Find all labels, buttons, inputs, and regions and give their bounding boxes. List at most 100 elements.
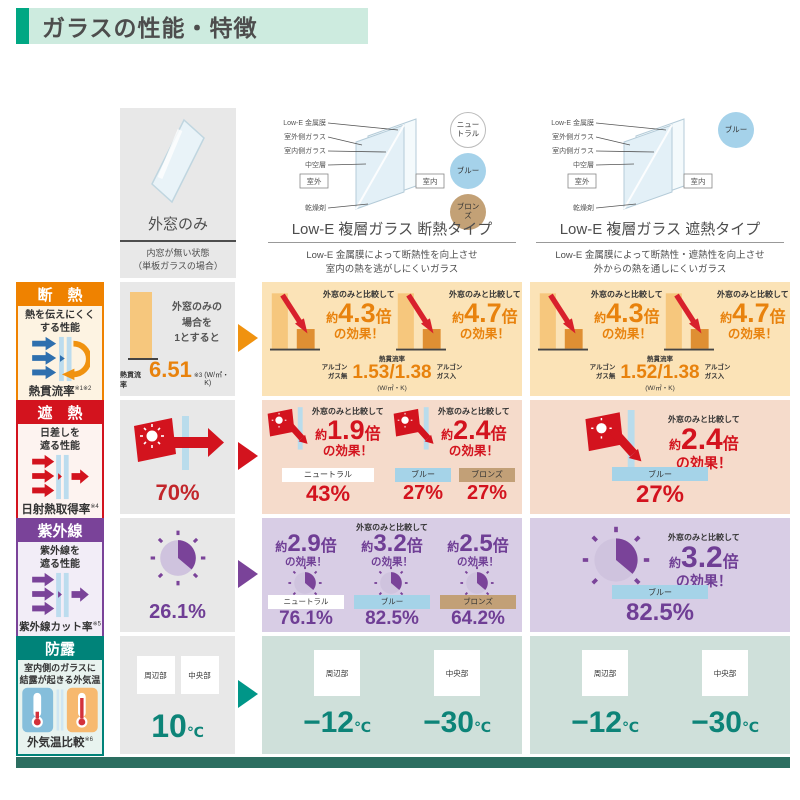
swatch-bronze: ブロンズ bbox=[440, 594, 516, 609]
effect-label: の効果！ bbox=[727, 327, 778, 341]
effect-group: 約2.9倍 の効果！ ニュートラル 76.1% bbox=[264, 520, 348, 630]
temp-group-edge: 周辺部 −12℃ bbox=[287, 650, 387, 738]
times-value: 約4.3倍 bbox=[594, 298, 660, 328]
effect-label: の効果！ bbox=[459, 327, 510, 341]
sun-passthrough-icon bbox=[130, 414, 226, 474]
effect-group: 外窓のみと比較して 約2.4倍 の効果！ bbox=[668, 414, 740, 472]
row-label-insulation: 断 熱 熱を伝えにくく する性能 熱貫流率※1※2 bbox=[16, 282, 104, 405]
metric-label: 熱貫流率 bbox=[647, 356, 673, 363]
u-value: 1.53/1.38 bbox=[352, 362, 432, 383]
cell-shading-lowe-shading: 外窓のみと比較して 約2.4倍 の効果！ ブルー 27% bbox=[530, 400, 790, 514]
effect-group: 外窓のみと比較して 約2.4倍 の効果！ ブルー 27% ブロンズ 27% bbox=[392, 406, 518, 504]
sun-block-icon bbox=[266, 406, 310, 454]
effect-label: の効果！ bbox=[322, 444, 373, 458]
times-value: 約2.4倍 bbox=[669, 423, 739, 456]
result-readout: ブルー 82.5% bbox=[530, 582, 790, 626]
column-title: Low-E 複層ガラス 遮熱タイプ bbox=[559, 221, 761, 238]
flow-arrow-shading bbox=[238, 442, 258, 470]
center-box: 中央部 bbox=[434, 650, 480, 696]
uv-cut-value: 64.2% bbox=[451, 608, 505, 630]
edge-box: 周辺部 bbox=[136, 656, 175, 694]
column-desc: Low-E 金属膜によって断熱性を向上させ 室内の熱を逃がしにくいガラス bbox=[268, 242, 516, 278]
cell-uv-outer-only: 26.1% bbox=[120, 518, 235, 632]
effect-label: の効果！ bbox=[333, 327, 384, 341]
compare-note: 外窓のみと比較して bbox=[323, 290, 395, 299]
column-header-lowe-insulation: ニュートラル ブルー ブロンズ Low-E 複層ガラス 断熱タイプ Low-E … bbox=[262, 108, 522, 278]
title-accent-bar bbox=[16, 8, 29, 44]
swatch-blue: ブルー bbox=[450, 153, 486, 189]
temperature-value: −30℃ bbox=[691, 706, 759, 739]
row-title: 防露 bbox=[16, 636, 104, 660]
temp-group-center: 中央部 −30℃ bbox=[675, 650, 775, 738]
baseline-note: 外窓のみの 場合を 1とすると bbox=[172, 302, 222, 344]
swatch-bronze: ブロンズ bbox=[450, 194, 486, 230]
effect-group: 外窓のみと比較して 約3.2倍 の効果！ ブルー 82.5% bbox=[350, 520, 434, 630]
swatch-blue: ブルー bbox=[612, 585, 708, 600]
u-value: 6.51 bbox=[149, 357, 192, 382]
cell-condensation-lowe-insulation: 周辺部 −12℃ 中央部 −30℃ bbox=[262, 636, 522, 754]
uv-cut-value: 82.5% bbox=[625, 598, 695, 626]
effect-label: の効果！ bbox=[457, 556, 499, 568]
column-desc: Low-E 金属膜によって断熱性・遮熱性を向上させ 外からの熱を通しにくいガラス bbox=[536, 242, 784, 278]
page-title: ガラスの性能・特徴 bbox=[42, 15, 258, 41]
effect-group: 外窓のみと比較して 約3.2倍 の効果！ bbox=[668, 532, 740, 590]
column-title: Low-E 複層ガラス 断熱タイプ bbox=[291, 221, 493, 238]
times-value: 約2.9倍 bbox=[275, 530, 337, 557]
effect-label: の効果！ bbox=[601, 327, 652, 341]
center-box: 中央部 bbox=[180, 656, 219, 694]
edge-box: 周辺部 bbox=[314, 650, 360, 696]
swatch-blue: ブルー bbox=[354, 594, 430, 609]
column-header-outer-window: 外窓のみ bbox=[120, 108, 236, 240]
swatch-neutral: ニュートラル bbox=[268, 594, 344, 609]
effect-group: 外窓のみと比較して 約4.3倍 の効果！ bbox=[538, 289, 663, 353]
result-readout: ブルー 27% bbox=[530, 464, 790, 508]
row-metric: 紫外線カット率※5 bbox=[19, 621, 101, 633]
effect-group: 約2.5倍 の効果！ ブロンズ 64.2% bbox=[436, 520, 520, 630]
cell-insulation-lowe-insulation: 外窓のみと比較して 約4.3倍 の効果！ 外窓のみと比較して 約4.7倍 の効果… bbox=[262, 282, 522, 396]
flow-arrow-insulation bbox=[238, 324, 258, 352]
sun-block-icon bbox=[392, 406, 436, 454]
effect-group: 外窓のみと比較して 約1.9倍 の効果！ ニュートラル 43% bbox=[266, 406, 390, 506]
solar-gain-value: 27% bbox=[402, 482, 444, 504]
compare-note: 外窓のみと比較して bbox=[449, 290, 521, 299]
cell-condensation-outer-only: 周辺部 中央部 10℃ bbox=[120, 636, 235, 754]
effect-group: 外窓のみと比較して 約4.7倍 の効果！ bbox=[396, 289, 521, 353]
effect-label: の効果！ bbox=[285, 556, 327, 568]
color-swatches: ブルー bbox=[718, 112, 754, 148]
bar-compare-icon bbox=[396, 289, 446, 353]
swatch-neutral: ニュートラル bbox=[450, 112, 486, 148]
row-subtitle: 日差しを 遮る性能 bbox=[40, 428, 80, 452]
compare-note: 外窓のみと比較して bbox=[356, 523, 428, 532]
sun-blocking-icon bbox=[30, 453, 90, 501]
column-desc-outer-window: 内窓が無い状態 （単板ガラスの場合） bbox=[120, 240, 236, 278]
single-bar-icon bbox=[128, 292, 158, 360]
effect-label: の効果！ bbox=[448, 444, 499, 458]
row-label-uv: 紫外線 紫外線を 遮る性能 紫外線カット率※5 bbox=[16, 518, 104, 640]
row-metric: 外気温比較※6 bbox=[27, 737, 93, 750]
row-label-shading: 遮 熱 日差しを 遮る性能 日射熱取得率※4 bbox=[16, 400, 104, 523]
row-metric: 日射熱取得率※4 bbox=[21, 504, 99, 516]
flow-arrow-uv bbox=[238, 560, 258, 588]
swatch-blue: ブルー bbox=[718, 112, 754, 148]
edge-box: 周辺部 bbox=[582, 650, 628, 696]
row-title: 紫外線 bbox=[16, 518, 104, 542]
window-cross-section-diagram bbox=[534, 112, 714, 220]
argon-with-label: アルゴン ガス入 bbox=[704, 364, 731, 380]
u-value: 1.52/1.38 bbox=[620, 362, 700, 383]
cell-uv-lowe-shading: 外窓のみと比較して 約3.2倍 の効果！ ブルー 82.5% bbox=[530, 518, 790, 632]
compare-note: 外窓のみと比較して bbox=[312, 407, 384, 416]
temperature-value: −12℃ bbox=[303, 706, 371, 739]
cell-insulation-lowe-shading: 外窓のみと比較して 約4.3倍 の効果！ 外窓のみと比較して 約4.7倍 の効果… bbox=[530, 282, 790, 396]
compare-note: 外窓のみと比較して bbox=[717, 290, 789, 299]
temperature-value: 10℃ bbox=[151, 708, 204, 744]
window-cross-section-diagram bbox=[266, 112, 446, 220]
glass-pane-icon bbox=[138, 116, 218, 206]
bar-compare-icon bbox=[664, 289, 714, 353]
times-value: 約3.2倍 bbox=[361, 530, 423, 557]
compare-note: 外窓のみと比較して bbox=[438, 407, 510, 416]
cell-insulation-outer-only: 外窓のみの 場合を 1とすると 熱貫流率 6.51 ※3 (W/㎡・K) bbox=[120, 282, 235, 396]
u-value-readout: アルゴン ガス無 熱貫流率 1.53/1.38 (W/㎡・K) アルゴン ガス入 bbox=[262, 353, 522, 392]
temp-group-edge: 周辺部 −12℃ bbox=[555, 650, 655, 738]
footnote: ※3 bbox=[193, 373, 203, 379]
